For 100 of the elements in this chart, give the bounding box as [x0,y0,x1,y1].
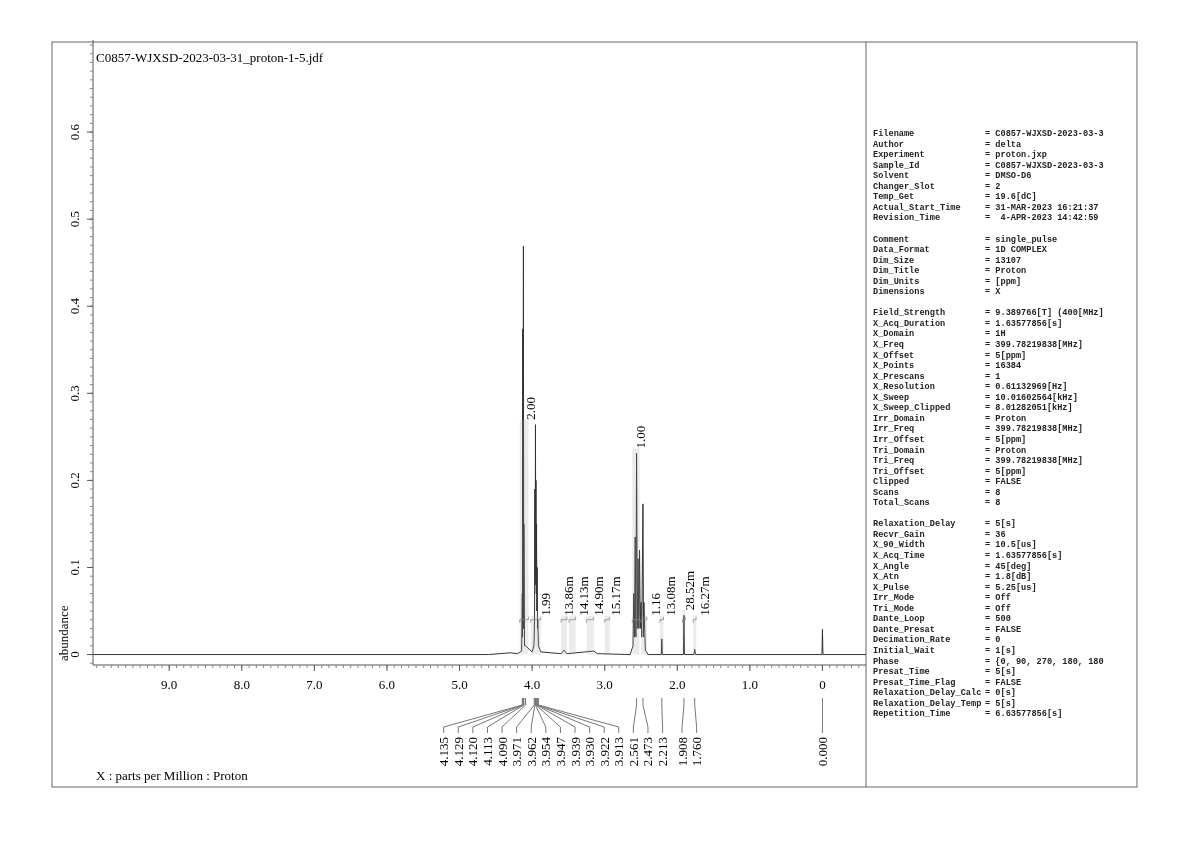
text: Solvent [873,171,910,182]
y-tick-label: 0.5 [67,211,82,228]
text: = Proton [985,445,1027,456]
text: = C0857-WJXSD-2023-03-3 [985,129,1104,139]
text: Irr_Offset [873,434,925,445]
text: = 5[ppm] [985,350,1027,361]
text: = 5[s] [985,519,1016,530]
text: = 8.01282051[kHz] [985,403,1073,414]
text: = Off [985,603,1011,614]
text: = C0857-WJXSD-2023-03-3 [985,160,1104,171]
text: Relaxation_Delay_Temp [873,698,982,709]
text: = 16384 [985,361,1022,372]
y-tick-label: 0.1 [67,559,82,576]
band-label: 1.99 [537,592,553,616]
text: = 10.5[us] [985,540,1037,551]
annotation: 2.561 [625,737,641,767]
x-tick-label: 7.0 [306,677,323,692]
text: Comment [873,234,910,245]
text: X_Acq_Time [873,551,925,561]
text: Dante_Presat [873,624,935,635]
annotation: 3.954 [538,736,554,767]
x-tick-label: 1.0 [741,677,758,692]
x-axis-title: X : parts per Million : Proton [96,768,249,783]
text: = 4-APR-2023 14:42:59 [985,213,1099,224]
x-tick-label: 2.0 [669,677,686,692]
band-label: 14.13m [576,576,592,616]
text: Decimation_Rate [873,635,951,646]
y-tick-label: 0.2 [67,472,82,489]
text: = 45[deg] [985,561,1032,572]
text: Presat_Time [873,667,930,678]
text: = [ppm] [985,276,1022,287]
text: Actual_Start_Time [873,202,961,213]
text: = single_pulse [985,234,1058,245]
annotation: 3.947 [552,736,568,767]
text: Temp_Get [873,192,915,203]
x-tick-label: 3.0 [596,677,613,692]
text: = 0.61132969[Hz] [985,382,1068,393]
band-label: 2.00 [522,396,538,420]
text: = 0[s] [985,688,1016,699]
text: Dimensions [873,287,925,298]
annotation: 4.135 [436,737,452,767]
text: = 1.63577856[s] [985,551,1063,561]
text: = 9.389766[T] (400[MHz] [985,308,1104,319]
text: X_Domain [873,329,915,340]
text: = 31-MAR-2023 16:21:37 [985,202,1099,213]
text: = 1 [985,371,1001,382]
text: = Off [985,593,1011,604]
text: Dim_Title [873,266,920,277]
text: X_Sweep [873,392,910,403]
band-label: 16.27m [697,576,713,616]
text: Recvr_Gain [873,529,925,540]
text: X_Freq [873,340,904,350]
text: Clipped [873,477,910,488]
text: = 399.78219838[MHz] [985,424,1083,435]
x-tick-label: 9.0 [161,677,178,692]
band-label: 13.86m [561,576,577,616]
text: = 1.63577856[s] [985,318,1063,329]
text: X_Angle [873,561,910,572]
band-label: 28.52m [682,570,698,611]
text: = 399.78219838[MHz] [985,456,1083,467]
text: Repetition_Time [873,709,951,720]
text: Irr_Freq [873,424,915,435]
text: X_Points [873,361,915,372]
annotation: 4.129 [450,737,466,767]
text: Tri_Freq [873,456,915,467]
y-tick-label: 0.4 [67,297,82,315]
annotation: 3.913 [611,737,627,767]
text: = FALSE [985,677,1022,688]
text: Relaxation_Delay [873,519,956,530]
text: = 500 [985,614,1011,625]
text: = FALSE [985,624,1022,635]
text: = 13107 [985,255,1022,266]
band-label: 15.17m [607,576,623,616]
text: Filename [873,129,915,139]
text: = 8 [985,498,1001,509]
annotation: 1.760 [689,737,705,767]
text: X_Atn [873,572,899,583]
text: Tri_Mode [873,603,915,614]
text: X_90_Width [873,540,925,551]
text: = 19.6[dC] [985,192,1037,203]
text: = 5[ppm] [985,434,1027,445]
annotation: 4.120 [465,737,481,767]
text: Irr_Mode [873,593,915,604]
x-tick-label: 4.0 [524,677,541,692]
text: Irr_Domain [873,413,925,424]
text: X_Offset [873,350,915,361]
annotation: 0.000 [814,737,830,767]
annotation: 3.939 [567,737,583,767]
x-tick-label: 6.0 [378,677,396,692]
text: = 1[s] [985,645,1016,656]
text: = proton.jxp [985,150,1047,161]
text: = 0 [985,635,1001,646]
text: = 1D COMPLEX [985,245,1048,256]
annotation: 4.113 [479,737,495,766]
band-label: 1.16 [647,592,663,616]
annotation: 2.213 [655,737,671,767]
text: Dim_Size [873,255,915,266]
annotation: 1.908 [674,737,690,767]
text: Tri_Offset [873,466,925,477]
line-series [92,245,867,656]
